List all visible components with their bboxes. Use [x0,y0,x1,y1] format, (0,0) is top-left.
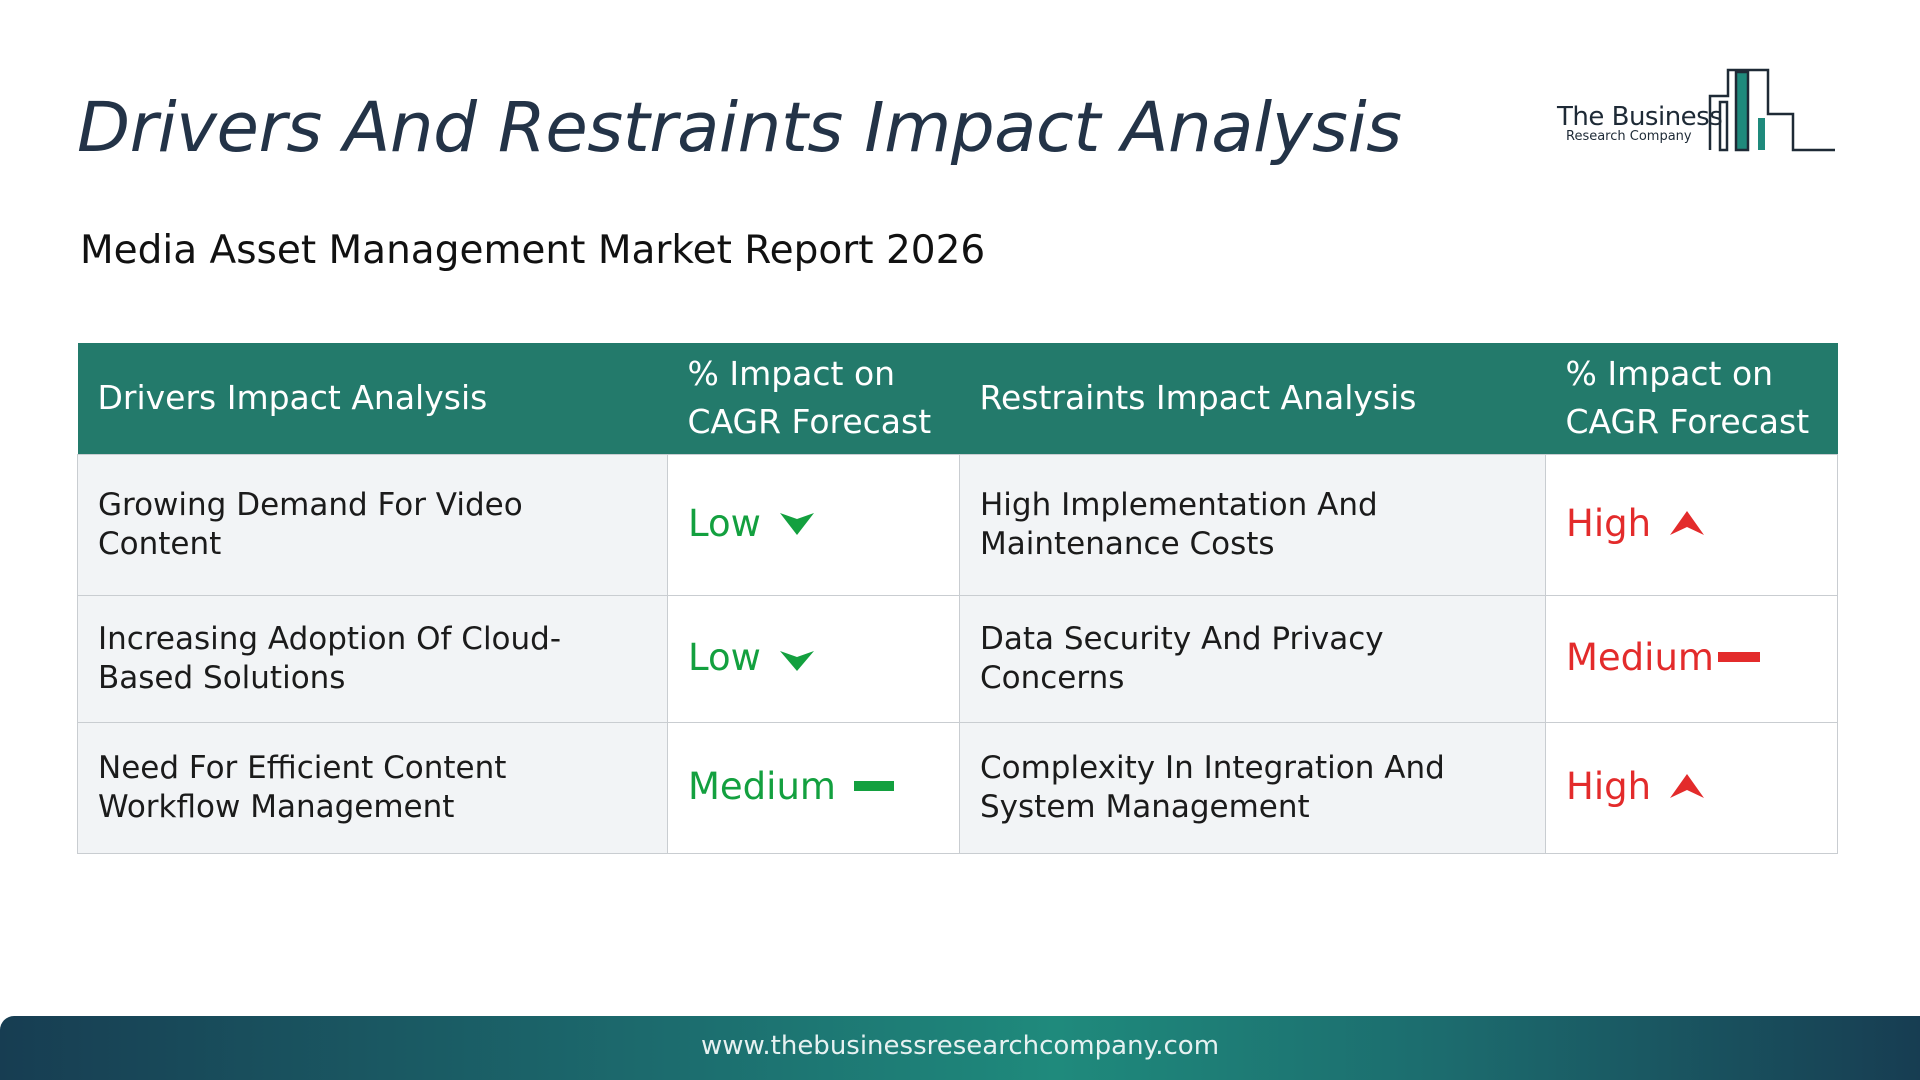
page-title: Drivers And Restraints Impact Analysis [77,88,1402,168]
logo-name: The Business [1557,102,1723,132]
impact-indicator: Medium [1566,638,1760,677]
table-row: Need For Efficient Content Workflow Mana… [77,721,1838,854]
impact-indicator: High [1566,767,1705,806]
logo-bars-icon [1708,68,1835,152]
restraint-cell: Complexity In Integration And System Man… [959,721,1546,854]
logo-tagline: Research Company [1566,129,1692,144]
restraint-cell: Data Security And Privacy Concerns [959,594,1546,723]
driver-cell: Increasing Adoption Of Cloud-Based Solut… [77,594,668,723]
impact-label: Medium [1566,635,1714,679]
driver-impact-cell: Low [667,453,960,596]
table-row: Growing Demand For Video Content Low Hig… [77,453,1838,596]
restraint-cell: High Implementation And Maintenance Cost… [959,453,1546,596]
arrow-up-icon [1670,511,1705,535]
restraint-impact-cell: High [1545,721,1838,854]
impact-label: Low [688,635,761,679]
impact-label: High [1566,764,1652,808]
impact-indicator: Low [688,504,815,543]
header-drivers-impact: % Impact on CAGR Forecast [667,343,960,454]
driver-impact-cell: Medium [667,721,960,854]
table-row: Increasing Adoption Of Cloud-Based Solut… [77,594,1838,723]
dash-icon [1717,652,1760,662]
table-header-row: Drivers Impact Analysis % Impact on CAGR… [77,343,1838,454]
restraint-impact-cell: Medium [1545,594,1838,723]
impact-indicator: Medium [688,767,894,806]
impact-label: Low [688,501,761,545]
arrow-down-icon [779,513,814,535]
driver-impact-cell: Low [667,594,960,723]
restraint-impact-cell: High [1545,453,1838,596]
impact-indicator: Low [688,638,815,677]
impact-label: High [1566,501,1652,545]
impact-table: Drivers Impact Analysis % Impact on CAGR… [77,343,1838,854]
report-subtitle: Media Asset Management Market Report 202… [80,228,986,273]
driver-cell: Need For Efficient Content Workflow Mana… [77,721,668,854]
website-link[interactable]: www.thebusinessresearchcompany.com [700,1031,1220,1061]
company-logo: The Business Research Company [1555,68,1835,158]
header-drivers: Drivers Impact Analysis [77,343,668,454]
header-restraints-impact: % Impact on CAGR Forecast [1545,343,1838,454]
header-restraints: Restraints Impact Analysis [959,343,1546,454]
arrow-down-icon [779,651,814,671]
driver-cell: Growing Demand For Video Content [77,453,668,596]
dash-icon [853,781,894,791]
footer-bar: www.thebusinessresearchcompany.com [0,1016,1920,1080]
impact-indicator: High [1566,504,1705,543]
arrow-up-icon [1670,774,1705,798]
impact-label: Medium [688,764,836,808]
